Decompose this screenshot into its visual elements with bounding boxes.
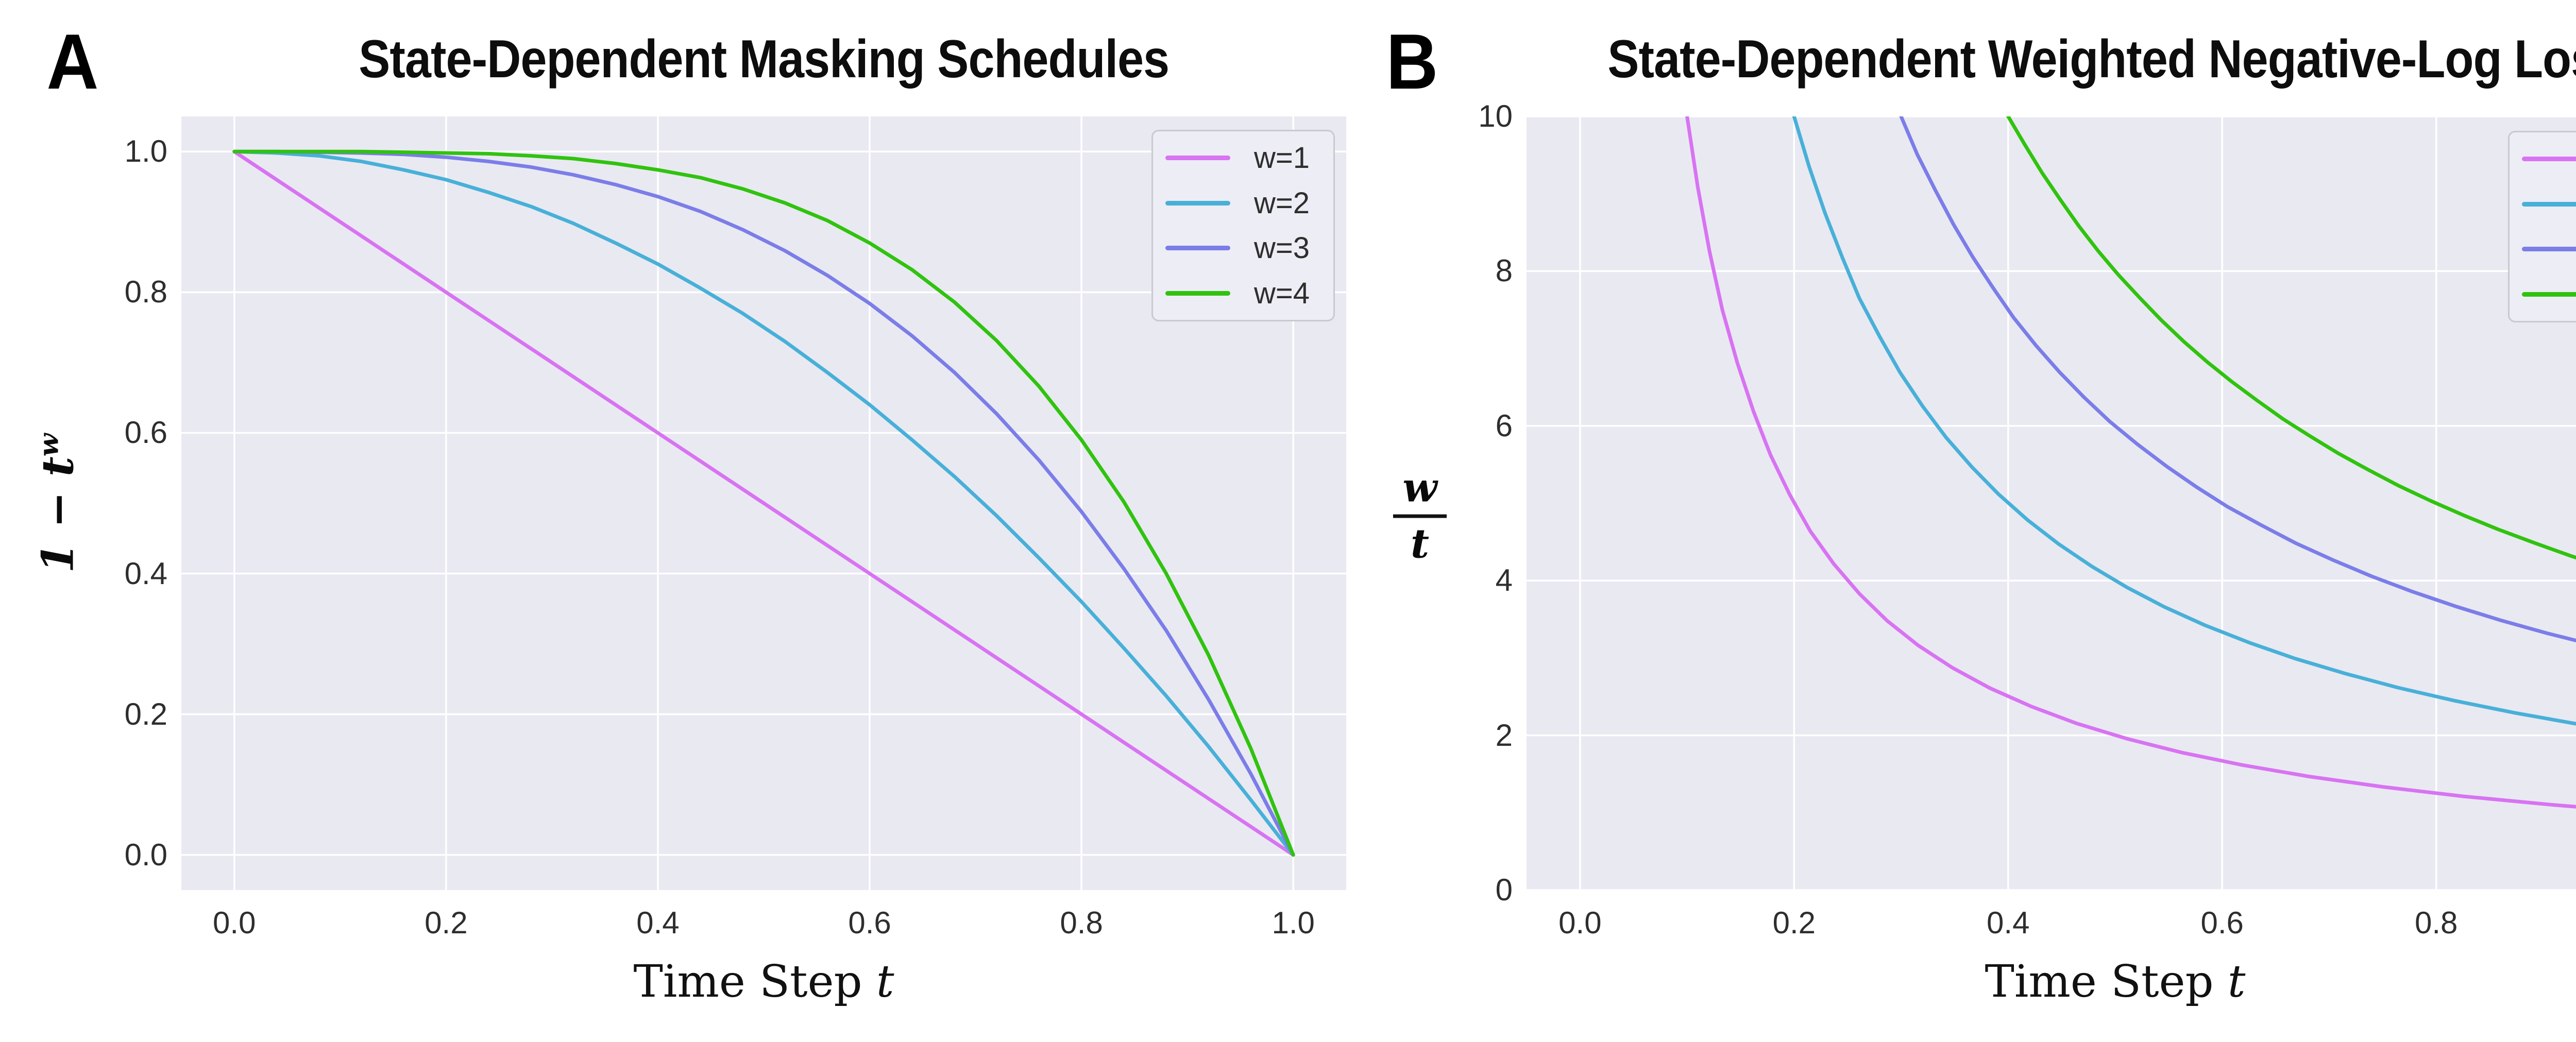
legend-a: w=1 w=2 w=3 w=4	[1151, 130, 1335, 321]
x-tick-label: 0.4	[1987, 906, 2030, 940]
x-tick-label: 1.0	[1272, 906, 1315, 940]
y-tick-label: 6	[1495, 408, 1513, 443]
y-tick-label: 4	[1495, 563, 1513, 598]
legend-item: w=3	[1153, 228, 1333, 269]
legend-item: w=2	[1153, 182, 1333, 224]
x-tick-label: 0.8	[2414, 906, 2458, 940]
legend-label: w=2	[1254, 186, 1310, 220]
legend-item: w=1	[1153, 138, 1333, 179]
fraction-bar	[1393, 514, 1447, 518]
series-line-w=3	[1899, 116, 2576, 643]
y-axis-label-b: w t	[1393, 467, 1447, 566]
legend-label: w=3	[1254, 231, 1310, 265]
y-tick-label: 8	[1495, 253, 1513, 288]
legend-line-swatch	[2522, 292, 2576, 297]
y-tick-label: 10	[1478, 99, 1513, 133]
panel-a-title: State-Dependent Masking Schedules	[359, 29, 1170, 89]
legend-item: w=4	[2510, 274, 2576, 315]
panel-a-letter: A	[46, 18, 99, 106]
x-axis-label-a: Time Step t	[633, 956, 894, 1007]
x-tick-label: 0.0	[1558, 906, 1602, 940]
x-tick-label: 0.4	[636, 906, 680, 940]
legend-line-swatch	[2522, 201, 2576, 207]
y-tick-label: 0.8	[124, 275, 167, 310]
series-line-w=2	[232, 149, 1295, 857]
legend-line-swatch	[1165, 246, 1230, 251]
legend-b: w=1w=2w=3w=4	[2508, 131, 2576, 322]
y-tick-label: 0.4	[124, 556, 167, 591]
series-line-w=4	[2006, 116, 2576, 560]
legend-label: w=1	[1254, 141, 1310, 175]
y-tick-label: 0.0	[124, 837, 167, 872]
series-line-w=1	[1685, 116, 2576, 809]
fraction-denominator: t	[1410, 520, 1430, 568]
fraction-numerator: w	[1402, 464, 1437, 511]
legend-line-swatch	[1165, 156, 1230, 161]
chart-canvas-B	[1527, 116, 2576, 890]
y-axis-label-a: 1 − tw	[32, 433, 83, 573]
y-tick-label: 0.2	[124, 696, 167, 731]
legend-line-swatch	[2522, 247, 2576, 252]
legend-item: w=2	[2510, 183, 2576, 225]
panel-b-title: State-Dependent Weighted Negative-Log Lo…	[1607, 29, 2576, 89]
y-tick-label: 0	[1495, 873, 1513, 907]
legend-line-swatch	[1165, 291, 1230, 296]
x-tick-label: 0.6	[2200, 906, 2244, 940]
series-line-w=1	[232, 149, 1295, 857]
y-tick-label: 0.6	[124, 415, 167, 450]
legend-line-swatch	[2522, 157, 2576, 162]
y-tick-label: 2	[1495, 718, 1513, 753]
x-axis-label-b: Time Step t	[1985, 956, 2246, 1007]
series-line-w=3	[232, 149, 1295, 857]
x-tick-label: 0.2	[1772, 906, 1816, 940]
x-tick-label: 0.6	[848, 906, 891, 940]
legend-line-swatch	[1165, 200, 1230, 206]
plot-area-b	[1527, 116, 2576, 890]
legend-item: w=4	[1153, 272, 1333, 314]
legend-item: w=1	[2510, 139, 2576, 180]
series-line-w=2	[1792, 116, 2576, 726]
y-tick-label: 1.0	[124, 134, 167, 169]
x-tick-label: 0.0	[213, 906, 256, 940]
x-tick-label: 0.8	[1060, 906, 1103, 940]
series-line-w=4	[232, 149, 1295, 857]
panel-b-letter: B	[1386, 18, 1438, 106]
x-tick-label: 0.2	[425, 906, 468, 940]
legend-label: w=4	[1254, 276, 1310, 310]
legend-item: w=3	[2510, 229, 2576, 270]
